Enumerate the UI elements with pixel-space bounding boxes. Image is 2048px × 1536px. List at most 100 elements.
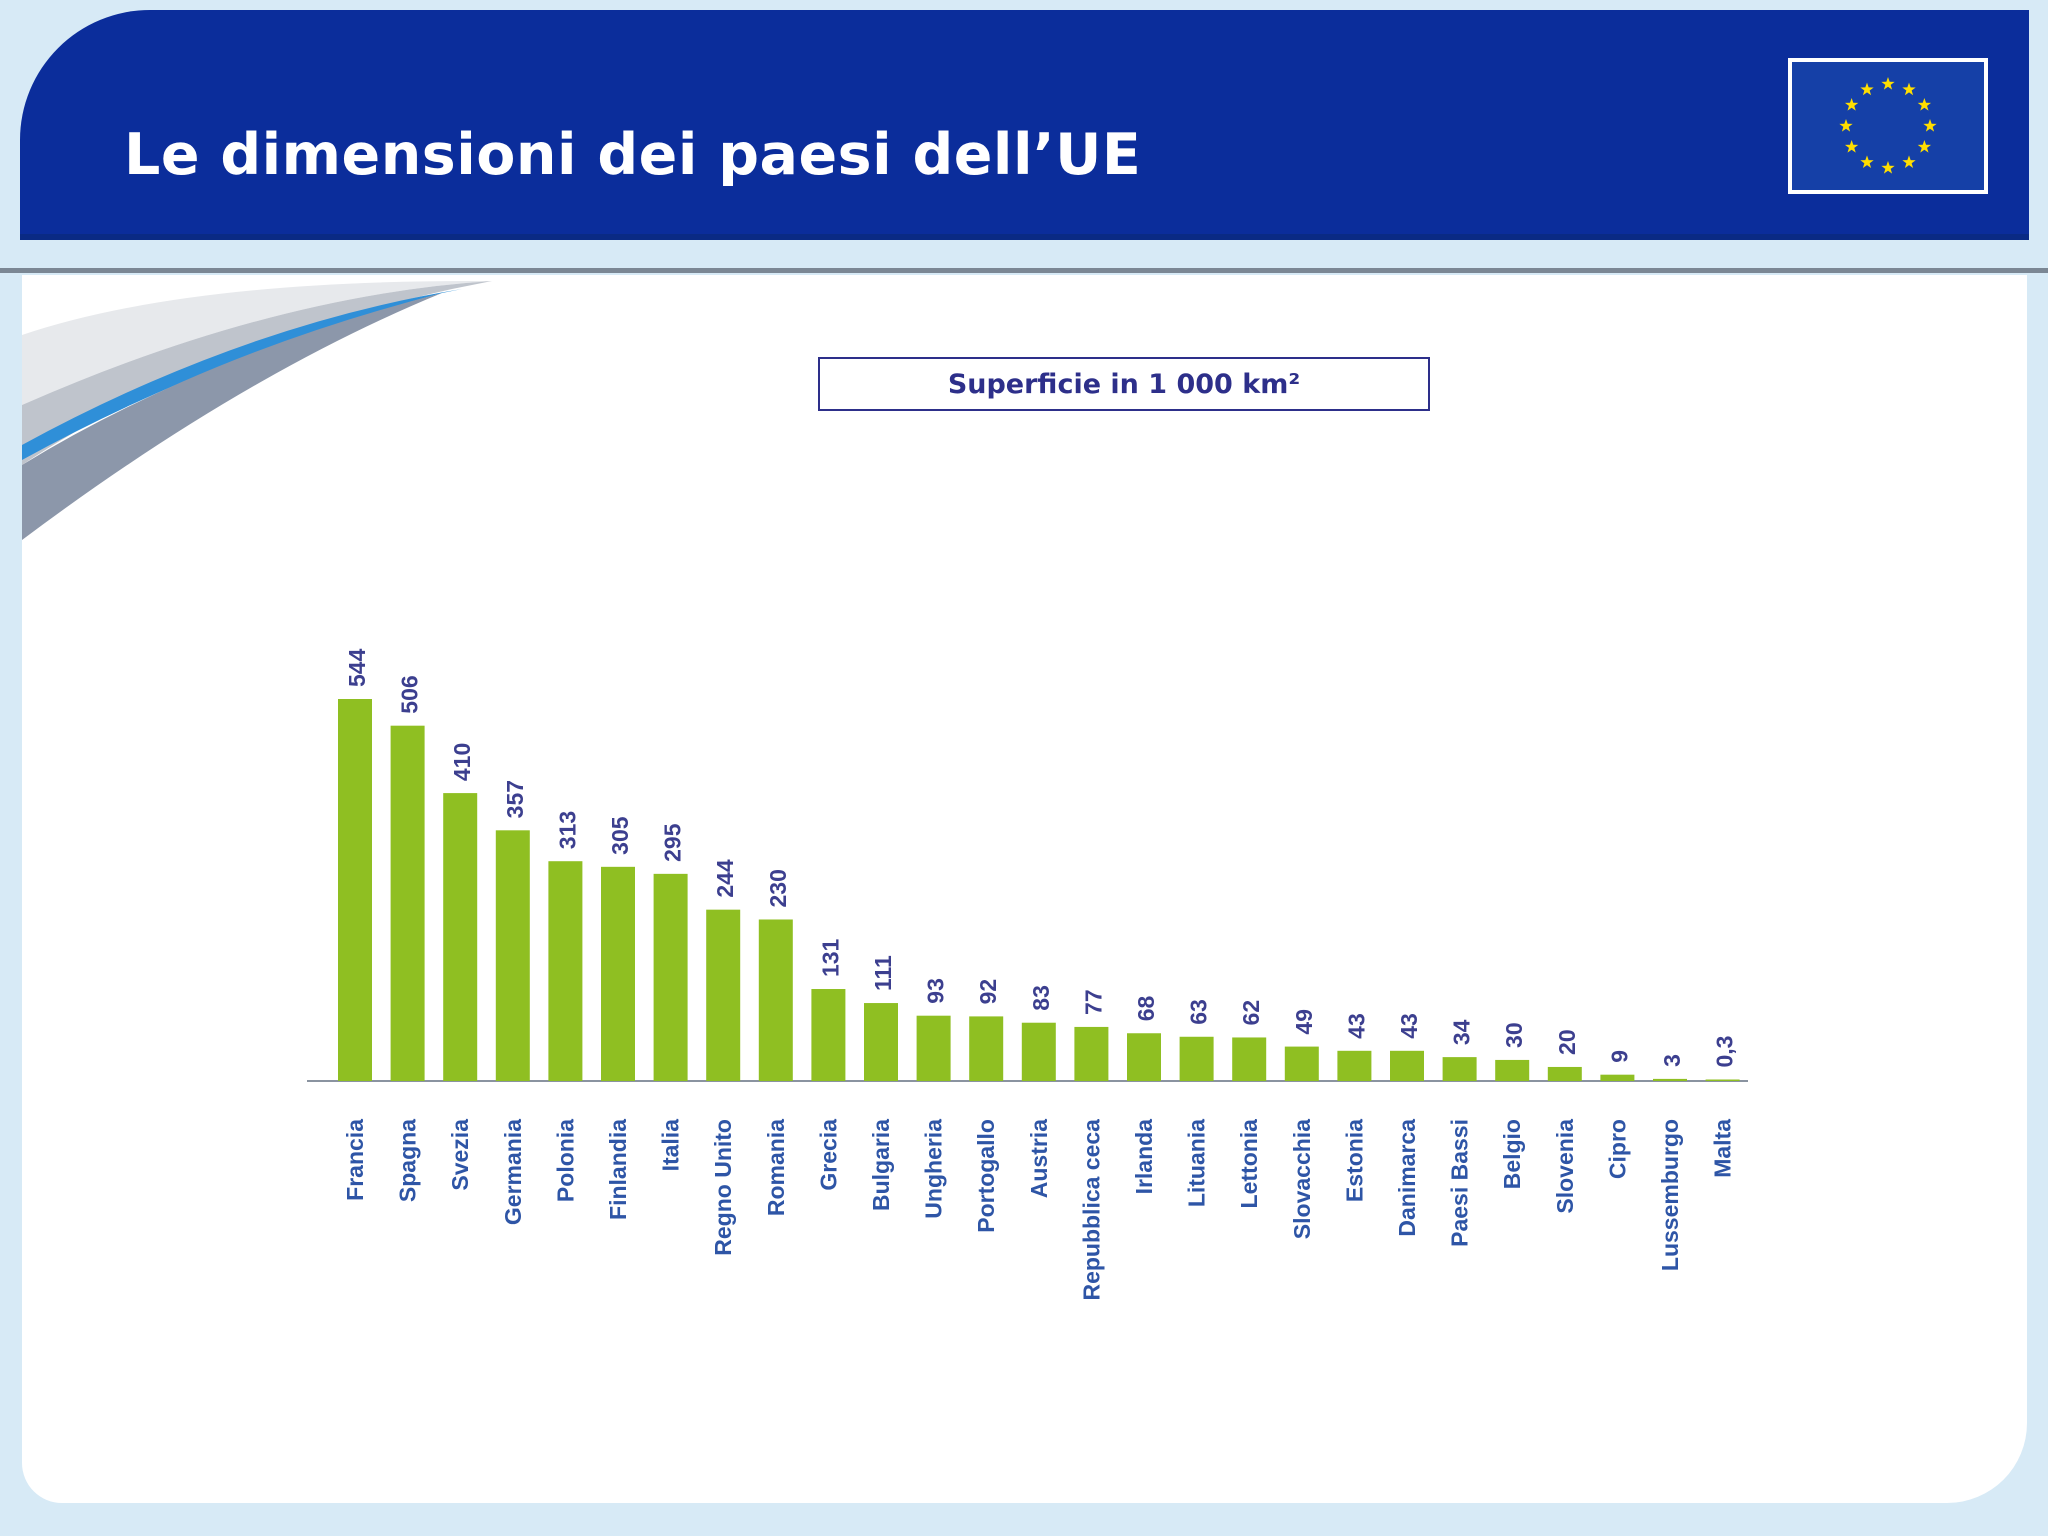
category-label: Belgio bbox=[1499, 1119, 1525, 1189]
page-title: Le dimensioni dei paesi dell’UE bbox=[124, 122, 1142, 188]
header-separator bbox=[0, 268, 2048, 273]
bar bbox=[1442, 1057, 1477, 1081]
category-label: Grecia bbox=[815, 1119, 841, 1191]
bar-value-label: 544 bbox=[344, 648, 370, 687]
flag-star-icon bbox=[1902, 82, 1916, 96]
bar-value-label: 410 bbox=[449, 743, 475, 781]
category-label: Italia bbox=[658, 1119, 684, 1172]
category-label: Germania bbox=[500, 1119, 526, 1225]
bar bbox=[1600, 1074, 1635, 1081]
bar bbox=[1232, 1037, 1267, 1081]
category-label: Lituania bbox=[1184, 1119, 1210, 1207]
flag-star-icon bbox=[1881, 161, 1895, 174]
bar-value-label: 30 bbox=[1501, 1022, 1527, 1048]
category-label: Irlanda bbox=[1131, 1119, 1157, 1195]
category-label: Austria bbox=[1026, 1119, 1052, 1198]
bar-value-label: 83 bbox=[1028, 985, 1054, 1011]
bar-value-label: 295 bbox=[660, 823, 686, 862]
bar bbox=[601, 866, 635, 1081]
category-label: Paesi Bassi bbox=[1447, 1119, 1473, 1247]
bar-value-label: 77 bbox=[1080, 989, 1106, 1015]
bar bbox=[1390, 1050, 1424, 1081]
category-label: Regno Unito bbox=[710, 1119, 736, 1256]
chart-title: Superficie in 1 000 km² bbox=[818, 357, 1430, 411]
flag-star-icon bbox=[1844, 98, 1859, 111]
bar bbox=[1653, 1078, 1687, 1081]
bar bbox=[864, 1003, 898, 1081]
bar bbox=[443, 793, 478, 1081]
bar bbox=[548, 861, 583, 1081]
flag-star-icon bbox=[1917, 140, 1932, 153]
bar bbox=[1284, 1046, 1319, 1081]
bar-value-label: 68 bbox=[1133, 995, 1159, 1021]
bar-value-label: 305 bbox=[607, 816, 633, 855]
bar-value-label: 0,3 bbox=[1712, 1036, 1738, 1068]
category-label: Ungheria bbox=[921, 1119, 947, 1219]
flag-star-icon bbox=[1923, 119, 1937, 132]
category-label: Svezia bbox=[447, 1119, 473, 1191]
bar-value-label: 111 bbox=[870, 955, 896, 991]
bar-value-label: 34 bbox=[1449, 1019, 1475, 1045]
category-label: Finlandia bbox=[605, 1119, 631, 1220]
bar-value-label: 357 bbox=[502, 780, 528, 818]
category-label: Danimarca bbox=[1394, 1119, 1420, 1237]
bar-value-label: 3 bbox=[1659, 1054, 1685, 1067]
bar bbox=[811, 989, 846, 1081]
bar-value-label: 63 bbox=[1186, 999, 1212, 1025]
bar bbox=[390, 725, 425, 1081]
flag-star-icon bbox=[1839, 119, 1853, 132]
bar bbox=[653, 873, 688, 1081]
bar bbox=[916, 1015, 951, 1081]
bar bbox=[1021, 1022, 1056, 1081]
category-label: Slovenia bbox=[1552, 1119, 1578, 1214]
category-label: Polonia bbox=[552, 1119, 578, 1202]
bar bbox=[1337, 1050, 1372, 1081]
header-bar: Le dimensioni dei paesi dell’UE bbox=[20, 10, 2029, 240]
bar-value-label: 62 bbox=[1238, 1000, 1264, 1026]
bar-value-label: 49 bbox=[1291, 1009, 1317, 1035]
category-label: Slovacchia bbox=[1289, 1119, 1315, 1239]
eu-flag-icon bbox=[1788, 58, 1988, 194]
bar bbox=[1495, 1059, 1530, 1081]
category-label: Lussemburgo bbox=[1657, 1119, 1683, 1271]
bar-value-label: 230 bbox=[765, 869, 791, 907]
category-label: Bulgaria bbox=[868, 1119, 894, 1211]
bar bbox=[1547, 1066, 1582, 1081]
bar-value-label: 20 bbox=[1554, 1029, 1580, 1055]
bar bbox=[1179, 1036, 1214, 1081]
bar-value-label: 9 bbox=[1606, 1050, 1632, 1063]
bar-value-label: 244 bbox=[712, 859, 738, 898]
flag-star-icon bbox=[1917, 98, 1932, 111]
category-label: Lettonia bbox=[1236, 1119, 1262, 1209]
flag-star-icon bbox=[1902, 155, 1916, 169]
bar bbox=[1705, 1079, 1740, 1081]
bar-value-label: 93 bbox=[923, 978, 949, 1004]
bar bbox=[969, 1016, 1004, 1081]
category-label: Romania bbox=[763, 1119, 789, 1216]
bar-value-label: 131 bbox=[817, 938, 843, 977]
bar bbox=[338, 699, 372, 1081]
flag-star-icon bbox=[1881, 77, 1895, 90]
category-label: Portogallo bbox=[973, 1119, 999, 1233]
category-label: Cipro bbox=[1604, 1119, 1630, 1179]
bar bbox=[1074, 1026, 1109, 1081]
bar-value-label: 43 bbox=[1343, 1013, 1369, 1039]
decorative-swoosh bbox=[22, 281, 492, 540]
bar bbox=[758, 919, 793, 1081]
bar bbox=[495, 830, 530, 1081]
bar-value-label: 506 bbox=[397, 675, 423, 713]
bar bbox=[706, 909, 741, 1081]
eu-stars bbox=[1839, 77, 1937, 174]
category-label: Francia bbox=[342, 1119, 368, 1201]
bar-value-label: 43 bbox=[1396, 1013, 1422, 1039]
flag-star-icon bbox=[1860, 155, 1874, 169]
flag-star-icon bbox=[1844, 140, 1859, 153]
flag-star-icon bbox=[1860, 82, 1874, 96]
category-label: Spagna bbox=[395, 1119, 421, 1202]
bar-value-label: 313 bbox=[554, 811, 580, 849]
bar-value-label: 92 bbox=[975, 979, 1001, 1005]
category-label: Malta bbox=[1710, 1119, 1736, 1178]
category-label: Repubblica ceca bbox=[1078, 1119, 1104, 1301]
bar bbox=[1127, 1033, 1161, 1081]
